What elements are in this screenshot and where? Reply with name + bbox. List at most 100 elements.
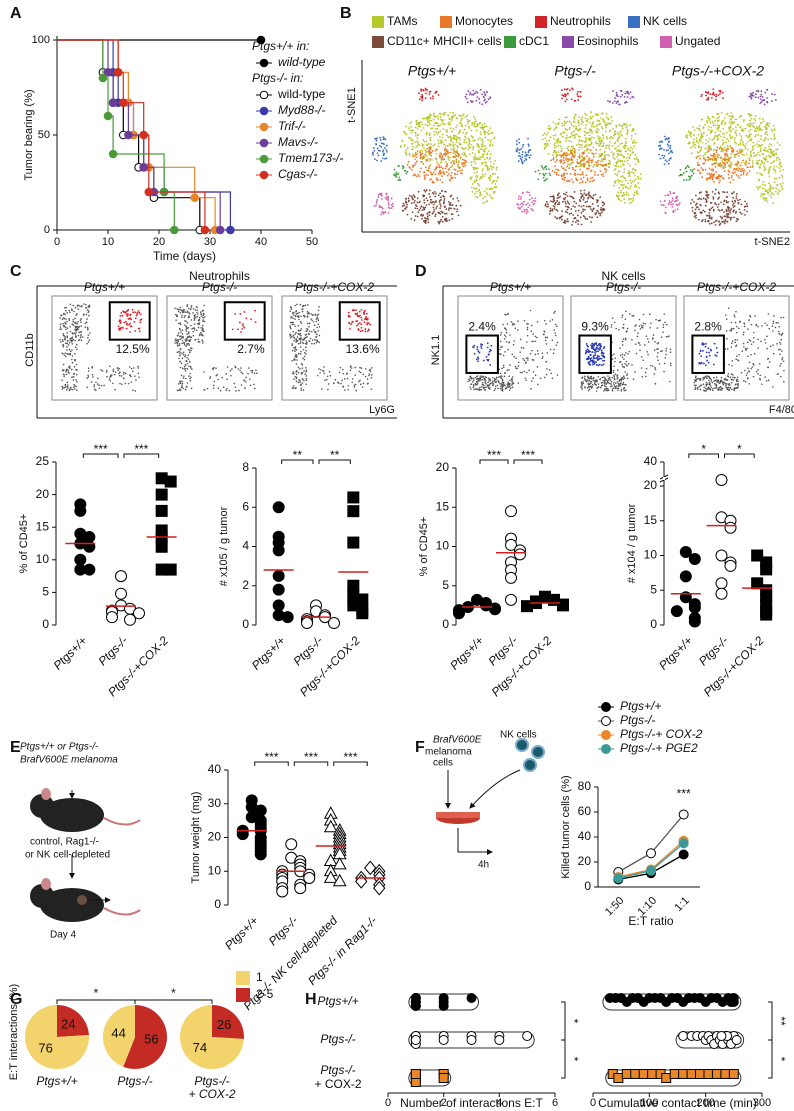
tsne-dot — [444, 190, 446, 193]
flow-dot — [295, 356, 297, 359]
tsne-dot — [553, 129, 555, 131]
tsne-dot — [634, 132, 637, 135]
tsne-dot — [471, 152, 474, 154]
tsne-dot — [719, 145, 722, 148]
tsne-dot — [471, 121, 474, 124]
tsne-dot — [592, 121, 595, 123]
flow-dot — [189, 372, 192, 375]
tsne-dot — [558, 201, 560, 204]
tsne-dot — [441, 211, 444, 213]
tsne-dot — [629, 179, 632, 181]
tsne-dot — [376, 147, 379, 150]
tsne-dot — [751, 145, 754, 148]
gated-dot — [363, 321, 366, 324]
flow-dot — [526, 328, 529, 331]
tsne-dot — [742, 120, 745, 123]
tsne-dot — [547, 131, 549, 134]
flow-dot — [508, 389, 511, 391]
tsne-dot — [593, 179, 595, 182]
tsne-dot — [408, 154, 411, 157]
tsne-dot — [744, 127, 747, 130]
flow-dot — [189, 338, 192, 341]
gated-dot — [363, 318, 366, 321]
tsne-dot — [475, 129, 478, 132]
tsne-dot — [444, 205, 446, 208]
tsne-dot — [732, 116, 735, 119]
tsne-dot — [726, 112, 729, 115]
tsne-dot — [494, 160, 497, 162]
tsne-dot — [740, 129, 743, 132]
tsne-dot — [444, 152, 447, 155]
tsne-dot — [693, 129, 696, 131]
flow-dot — [81, 304, 83, 307]
tsne-dot — [410, 218, 413, 220]
tsne-dot — [625, 126, 628, 129]
tsne-dot — [564, 100, 567, 103]
tsne-dot — [621, 127, 624, 130]
tsne-dot — [721, 164, 723, 167]
flow-dot — [244, 387, 246, 389]
tsne-dot — [733, 191, 735, 193]
tsne-dot — [762, 197, 765, 200]
flow-dot — [507, 384, 510, 386]
flow-dot — [293, 339, 295, 342]
tsne-dot — [710, 217, 713, 220]
tsne-dot — [728, 165, 730, 167]
flow-dot — [212, 387, 215, 389]
tsne-dot — [440, 196, 442, 199]
flow-dot — [290, 308, 293, 310]
flow-dot — [554, 323, 557, 326]
tsne-dot — [474, 139, 477, 142]
tsne-dot — [429, 97, 432, 100]
tsne-dot — [723, 211, 725, 214]
flow-dot — [520, 346, 523, 349]
flow-dot — [495, 377, 498, 379]
tsne-dot — [391, 202, 394, 205]
flow-dot — [334, 378, 337, 381]
tsne-dot — [453, 207, 456, 210]
tsne-dot — [384, 197, 387, 199]
flow-dot — [316, 339, 319, 342]
flow-dot — [203, 304, 205, 307]
tsne-dot — [628, 175, 631, 178]
tsne-dot — [435, 152, 438, 155]
tsne-dot — [372, 151, 374, 154]
tsne-dot — [695, 202, 698, 205]
tsne-dot — [566, 208, 569, 211]
flow-dot — [176, 389, 179, 392]
flow-dot — [487, 381, 489, 384]
tsne-dot — [626, 131, 629, 134]
flow-dot — [507, 312, 509, 315]
flow-dot — [473, 388, 476, 391]
flow-dot — [68, 319, 71, 322]
flow-dot — [178, 343, 181, 345]
axis-label: t-SNE1 — [346, 87, 358, 122]
tsne-dot — [434, 167, 437, 170]
flow-dot — [85, 313, 88, 316]
flow-dot — [72, 320, 75, 323]
tsne-dot — [449, 136, 452, 139]
tsne-dot — [741, 149, 744, 152]
tsne-dot — [440, 218, 443, 221]
flow-dot — [66, 349, 68, 351]
tsne-dot — [594, 174, 596, 176]
legend-label: TAMs — [387, 14, 417, 28]
flow-dot — [69, 325, 72, 328]
flow-dot — [185, 320, 187, 322]
tsne-dot — [704, 198, 707, 200]
tsne-dot — [620, 183, 623, 186]
tsne-dot — [725, 148, 728, 151]
flow-dot — [370, 376, 373, 379]
plot-title: Ptgs-/-+COX-2 — [672, 63, 764, 79]
tsne-dot — [580, 192, 582, 195]
tsne-dot — [404, 200, 407, 203]
flow-dot — [295, 377, 298, 380]
flow-dot — [305, 340, 308, 342]
flow-dot — [235, 390, 237, 392]
tsne-dot — [763, 162, 766, 165]
tsne-dot — [617, 137, 620, 140]
flow-dot — [316, 314, 319, 317]
tsne-dot — [450, 148, 453, 151]
gated-dot — [118, 329, 121, 332]
tsne-dot — [603, 155, 606, 158]
